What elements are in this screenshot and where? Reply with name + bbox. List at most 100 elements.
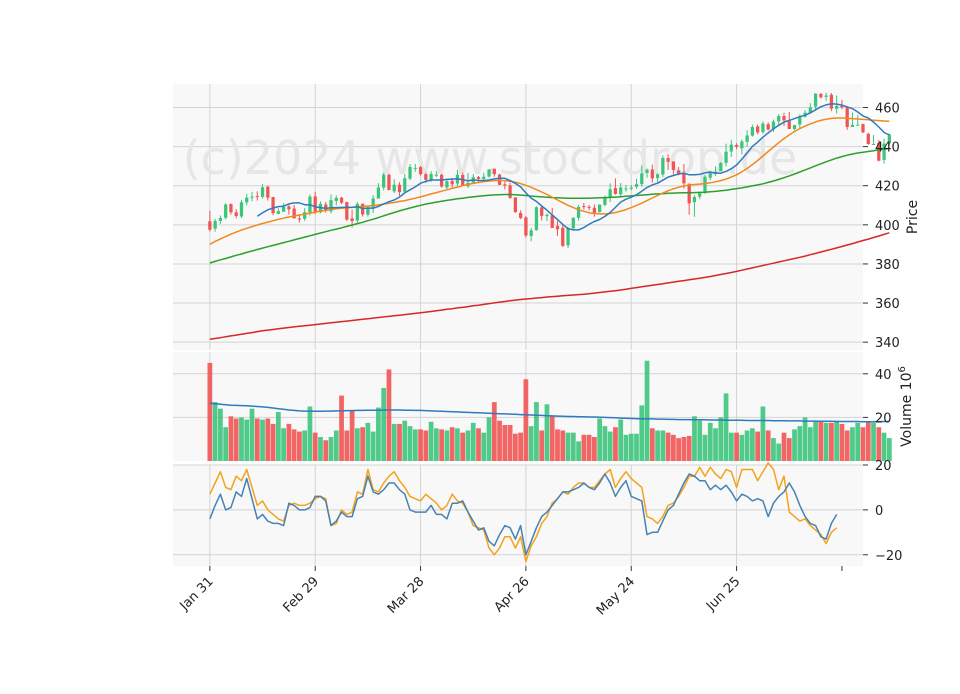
volume-bar bbox=[218, 408, 223, 461]
price-y-tick-label: 400 bbox=[875, 219, 900, 234]
volume-bar bbox=[813, 421, 818, 461]
candle-body bbox=[450, 180, 454, 185]
candle-body bbox=[719, 163, 723, 172]
volume-bar bbox=[328, 437, 334, 461]
volume-bar bbox=[628, 433, 634, 461]
volume-bar bbox=[707, 422, 713, 461]
volume-bar bbox=[233, 418, 239, 461]
candle-body bbox=[640, 173, 644, 185]
candle-body bbox=[366, 207, 370, 215]
volume-bar bbox=[465, 430, 471, 461]
candle-body bbox=[434, 174, 438, 176]
volume-bar bbox=[776, 443, 782, 461]
volume-bar bbox=[260, 419, 265, 461]
candle-body bbox=[840, 105, 844, 108]
volume-bar bbox=[844, 430, 850, 461]
candle-body bbox=[313, 196, 317, 212]
volume-bar bbox=[549, 416, 555, 461]
candle-body bbox=[292, 208, 296, 219]
volume-bar bbox=[802, 417, 808, 461]
candle-body bbox=[792, 125, 797, 129]
candle-body bbox=[234, 212, 238, 217]
candle-body bbox=[698, 193, 702, 197]
volume-bar bbox=[834, 420, 840, 461]
candle-body bbox=[766, 124, 770, 130]
volume-bar bbox=[692, 416, 697, 461]
candle-body bbox=[787, 121, 791, 129]
candle-body bbox=[745, 135, 749, 142]
volume-bar bbox=[644, 360, 650, 461]
candle-body bbox=[334, 197, 338, 201]
candle-body bbox=[582, 206, 586, 208]
volume-bar bbox=[318, 437, 323, 461]
candle-body bbox=[382, 174, 386, 188]
volume-bar bbox=[702, 434, 708, 461]
volume-bar bbox=[697, 420, 703, 461]
x-axis-label: May 24 bbox=[594, 574, 638, 618]
volume-bar bbox=[649, 428, 655, 461]
x-axis-label: Mar 28 bbox=[385, 574, 428, 617]
candle-body bbox=[703, 176, 707, 193]
volume-bar bbox=[249, 408, 255, 461]
candle-body bbox=[566, 228, 570, 246]
volume-bar bbox=[686, 435, 692, 461]
candle-body bbox=[276, 211, 280, 214]
candle-body bbox=[218, 217, 223, 221]
candle-body bbox=[587, 206, 591, 208]
volume-bar bbox=[370, 431, 376, 461]
candle-body bbox=[856, 124, 860, 126]
panel-backgrounds bbox=[173, 84, 863, 566]
candle-body bbox=[824, 95, 828, 97]
volume-bar bbox=[881, 432, 887, 461]
volume-bar bbox=[339, 395, 344, 461]
volume-bar bbox=[523, 379, 529, 461]
volume-bar bbox=[860, 427, 866, 461]
candle-body bbox=[650, 169, 654, 179]
volume-bar bbox=[728, 432, 734, 461]
volume-bar bbox=[760, 406, 766, 461]
volume-bar bbox=[639, 405, 645, 461]
candle-body bbox=[250, 196, 254, 198]
volume-bar bbox=[744, 430, 750, 461]
candle-body bbox=[687, 183, 691, 204]
volume-bar bbox=[655, 430, 660, 461]
volume-bar bbox=[797, 426, 803, 461]
volume-bar bbox=[871, 422, 876, 461]
candle-body bbox=[624, 188, 628, 190]
volume-bar bbox=[539, 430, 545, 461]
volume-bar bbox=[433, 428, 439, 461]
candle-body bbox=[239, 202, 244, 217]
candle-body bbox=[835, 105, 839, 109]
volume-bar bbox=[207, 362, 213, 461]
candle-body bbox=[245, 197, 249, 203]
volume-bar bbox=[402, 420, 408, 461]
volume-bar bbox=[518, 432, 524, 461]
volume-bar bbox=[460, 432, 466, 461]
volume-bar bbox=[275, 411, 281, 461]
candle-body bbox=[608, 189, 612, 198]
volume-bar bbox=[297, 431, 302, 461]
candle-body bbox=[598, 204, 602, 213]
oscillator-panel bbox=[209, 462, 838, 563]
volume-bar bbox=[312, 432, 318, 461]
candle-body bbox=[819, 93, 823, 98]
candle-body bbox=[545, 214, 549, 217]
candle-body bbox=[487, 169, 491, 177]
volume-bar bbox=[397, 423, 402, 461]
volume-bar bbox=[660, 430, 666, 461]
candle-body bbox=[503, 184, 507, 186]
candle-body bbox=[682, 173, 686, 184]
candle-body bbox=[555, 225, 560, 230]
volume-ma-line bbox=[209, 402, 890, 423]
candle-body bbox=[655, 174, 660, 179]
candle-body bbox=[413, 167, 417, 169]
volume-bar bbox=[286, 423, 292, 461]
volume-bar bbox=[765, 430, 771, 461]
candle-body bbox=[882, 143, 886, 160]
candle-body bbox=[392, 184, 396, 192]
candle-body bbox=[540, 207, 544, 216]
volume-bar bbox=[455, 428, 460, 461]
volume-bar bbox=[449, 427, 455, 461]
candle-body bbox=[519, 212, 523, 218]
volume-bar bbox=[376, 407, 381, 461]
